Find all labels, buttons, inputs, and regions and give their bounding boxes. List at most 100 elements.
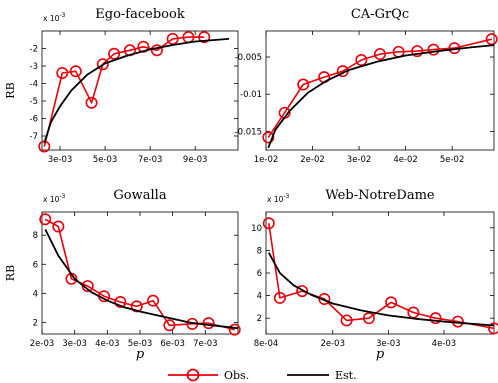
obs-point [362,312,375,325]
obs-series-line [43,36,205,147]
est-series-line [268,252,495,327]
y-multiplier-base: x 10 [267,195,284,204]
y-tick-label: -5 [30,97,38,107]
x-tick-label: 5e-03 [128,339,153,349]
y-multiplier-base: x 10 [43,14,60,23]
legend-obs-label: Obs. [224,369,249,382]
legend: Obs. Est. [168,368,357,382]
obs-point [340,314,353,327]
obs-point [198,31,211,44]
obs-point [488,322,498,335]
y-multiplier: x 10-3 [43,12,66,23]
obs-point [150,44,163,57]
x-tick-label: 9e-03 [183,155,208,165]
obs-point [429,312,442,325]
panel-title: Gowalla [113,188,166,203]
obs-point [262,131,275,144]
panel-title: Ego-facebook [95,7,185,22]
x-tick-label: 4e-02 [393,155,418,165]
y-tick-label: 4 [257,292,262,302]
x-tick-label: 4e-03 [432,339,457,349]
x-axis-label: p [136,347,145,362]
y-tick-label: 6 [33,260,38,270]
y-tick-label: 8 [33,231,38,241]
obs-point [273,291,286,304]
y-tick-label: 8 [257,246,262,256]
obs-point [373,48,386,61]
y-tick-label: -0.015 [235,127,262,137]
x-tick-label: 5e-02 [440,155,465,165]
panel-1: Ego-facebook x 10-3 -7 -6 -5 -4 -3 -2 3e-03 5e-03… [4,7,239,165]
x-tick-label: 2e-03 [30,339,55,349]
y-tick-label: 4 [33,289,38,299]
obs-point [485,33,498,46]
panel-title: Web-NotreDame [325,188,435,203]
obs-point [96,58,109,71]
y-tick-label: 10 [251,224,262,234]
y-multiplier-base: x 10 [43,195,60,204]
y-tick-label: -0.01 [240,90,262,100]
y-tick-label: -6 [30,115,38,125]
panel-4: Web-NotreDame x 10-3 2 4 6 8 10 8e-04 2e-03 3e-03… [251,188,498,362]
y-tick-label: -0.005 [235,53,262,63]
obs-point [147,294,160,307]
obs-point [297,78,310,91]
panel-title: CA-GrQc [351,7,409,22]
legend-obs-marker [186,368,200,382]
est-series-line [267,44,495,149]
x-tick-label: 1e-02 [254,155,279,165]
obs-point [52,220,65,233]
x-tick-label: 4e-03 [95,339,120,349]
obs-point [85,96,98,109]
panel-3: Gowalla x 10-3 2 4 6 8 2e-03 3e-03 4e-03 5e-03 6e-… [4,188,241,362]
obs-point [163,319,176,332]
obs-series-line [267,38,492,138]
obs-point [385,296,398,309]
x-tick-label: 6e-03 [160,339,185,349]
plot-frame [41,30,239,151]
est-series-line [44,228,239,330]
obs-point [114,296,127,309]
plot-frame [265,211,495,335]
y-multiplier-exponent: -3 [59,193,65,200]
x-tick-label: 7e-03 [193,339,218,349]
y-tick-label: -4 [30,80,38,90]
x-tick-label: 2e-02 [300,155,325,165]
obs-point [166,32,179,45]
y-axis-label: RB [4,265,17,281]
x-tick-label: 3e-02 [347,155,372,165]
obs-point [262,217,275,230]
x-tick-label: 3e-03 [376,339,401,349]
obs-point [108,47,121,60]
y-multiplier: x 10-3 [267,193,290,204]
obs-point [69,65,82,78]
obs-point [228,323,241,336]
obs-point [130,300,143,313]
obs-point [411,45,424,58]
obs-point [427,43,440,56]
y-multiplier-exponent: -3 [283,193,289,200]
x-tick-label: 7e-03 [138,155,163,165]
x-tick-label: 3e-03 [62,339,87,349]
y-tick-label: -2 [30,45,38,55]
x-tick-label: 3e-03 [48,155,73,165]
panel-2: CA-GrQc -0.015 -0.01 -0.005 1e-02 2e-02 3e-02 4… [235,7,498,165]
obs-series-line [268,223,495,330]
y-tick-label: -7 [30,132,38,142]
y-tick-label: -3 [30,62,38,72]
x-axis-label: p [376,347,385,362]
x-tick-label: 8e-04 [254,339,279,349]
obs-point [355,54,368,67]
y-tick-label: 2 [33,318,38,328]
obs-point [56,67,69,80]
obs-point [202,317,215,330]
y-multiplier: x 10-3 [43,193,66,204]
y-axis-label: RB [4,82,17,98]
x-tick-label: 2e-03 [320,339,345,349]
x-tick-label: 5e-03 [93,155,118,165]
est-series-line [43,38,230,144]
y-tick-label: 2 [257,314,262,324]
obs-point [296,285,309,298]
